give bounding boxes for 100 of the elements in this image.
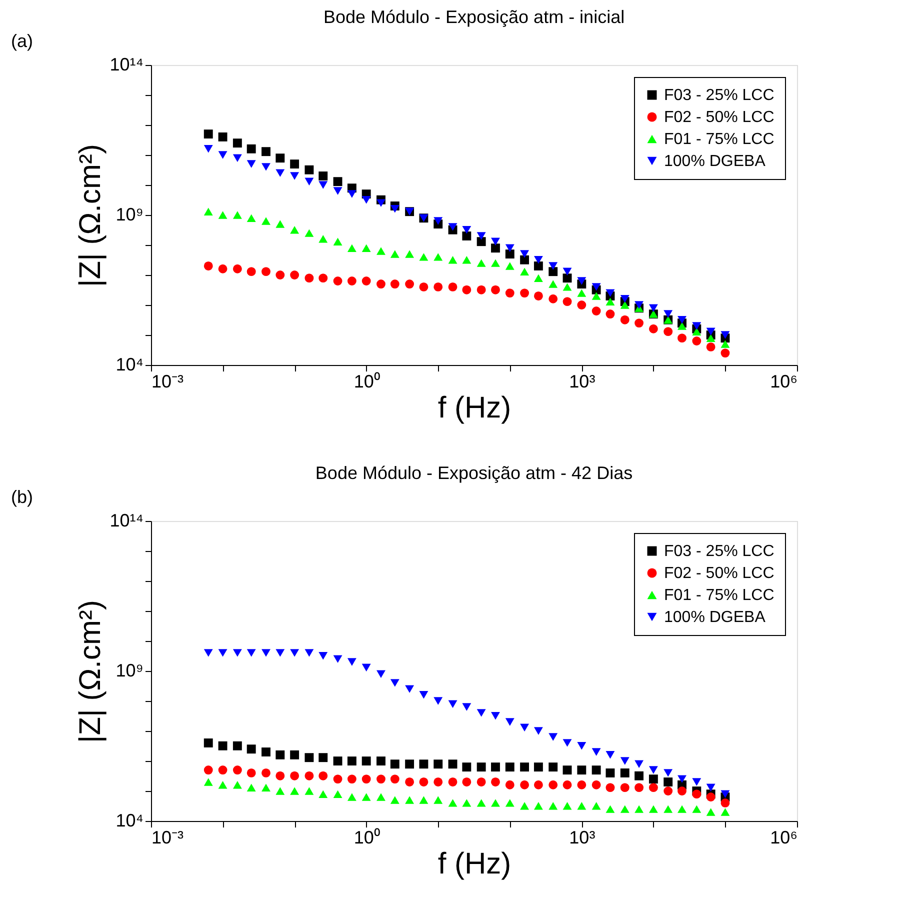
point (548, 780, 558, 790)
point (505, 288, 514, 298)
point (390, 679, 400, 687)
point (606, 783, 615, 792)
point (304, 165, 314, 174)
point (606, 298, 615, 306)
point (218, 132, 228, 142)
point (634, 805, 644, 813)
point (204, 649, 213, 657)
point (218, 264, 228, 274)
point (678, 775, 686, 783)
legend-label: 100% DGEBA (664, 609, 766, 626)
point (246, 784, 256, 792)
point (362, 774, 371, 784)
point (290, 172, 300, 180)
point (648, 324, 658, 334)
x-tick-label: 10⁰ (354, 828, 380, 848)
point (204, 145, 213, 153)
legend-label: 100% DGEBA (664, 153, 766, 170)
x-tick-label: 10³ (569, 828, 596, 848)
point (706, 342, 716, 352)
y-tick-label: 10⁹ (116, 204, 144, 224)
point (462, 285, 472, 294)
point (405, 778, 414, 786)
point (232, 138, 242, 148)
point (276, 787, 285, 795)
point (204, 130, 213, 139)
point (246, 267, 256, 276)
point (678, 322, 686, 330)
point (706, 334, 716, 342)
point (476, 259, 486, 267)
point (232, 211, 242, 219)
point (318, 771, 328, 780)
point (534, 274, 543, 282)
point (204, 778, 213, 786)
point (606, 768, 615, 778)
point (204, 738, 213, 748)
point (362, 756, 371, 766)
point (476, 778, 486, 786)
point (246, 649, 256, 657)
point (276, 771, 285, 780)
point (692, 778, 702, 786)
point (520, 762, 530, 772)
x-tick-label: 10³ (569, 372, 596, 392)
point (347, 244, 356, 252)
point (462, 762, 472, 772)
point (606, 751, 615, 759)
point (290, 160, 300, 169)
point (376, 199, 386, 207)
point (462, 703, 472, 711)
point (376, 793, 386, 801)
point (204, 766, 213, 774)
x-tick-label: 10⁶ (770, 828, 798, 848)
point (276, 154, 285, 163)
point (419, 760, 428, 769)
point (505, 762, 514, 772)
point (333, 238, 342, 246)
point (290, 787, 300, 795)
point (290, 270, 300, 280)
point (520, 288, 530, 298)
point (706, 784, 716, 792)
point (692, 328, 702, 336)
point (434, 282, 443, 292)
point (577, 289, 586, 297)
point (448, 700, 458, 708)
point (534, 762, 543, 772)
point (333, 177, 342, 186)
point (333, 790, 342, 798)
point (405, 280, 414, 288)
y-axis-title: |Z| (Ω.cm²) (74, 144, 107, 287)
point (505, 799, 514, 807)
point (347, 793, 356, 801)
point (562, 739, 572, 747)
point (462, 799, 472, 807)
point (262, 649, 270, 657)
point (720, 798, 730, 808)
point (232, 741, 242, 750)
text: (b) (11, 487, 33, 507)
y-tick-label: 10¹⁴ (110, 510, 144, 530)
point (434, 778, 443, 786)
point (534, 780, 543, 790)
point (362, 664, 371, 672)
legend-label: F03 - 25% LCC (664, 543, 774, 560)
point (648, 783, 658, 792)
point (462, 256, 472, 264)
point (232, 264, 242, 274)
point (562, 274, 572, 283)
point (262, 163, 270, 171)
point (634, 301, 644, 309)
point (462, 778, 472, 786)
point (362, 276, 371, 286)
point (577, 742, 586, 750)
point (448, 799, 458, 807)
point (290, 226, 300, 234)
point (548, 802, 558, 810)
point (405, 760, 414, 769)
point (362, 196, 371, 204)
point (232, 649, 242, 657)
point (448, 223, 458, 231)
point (333, 655, 342, 663)
